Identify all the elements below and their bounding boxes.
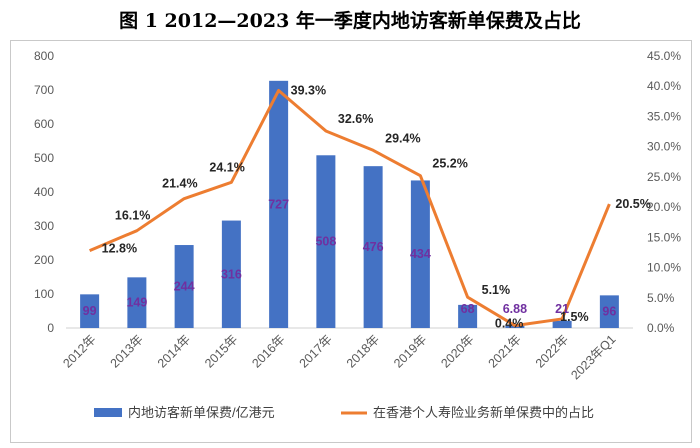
y-left-tick-label: 600 [34,117,54,131]
bar [316,155,336,328]
y-right-tick-label: 5.0% [647,291,675,305]
bar-value-label: 508 [315,235,336,249]
x-tick-label: 2021年 [486,332,524,370]
bar-value-label: 434 [410,247,431,261]
bar [552,320,572,328]
x-tick-label: 2022年 [533,332,571,370]
x-tick-label: 2016年 [249,332,287,370]
x-tick-label: 2017年 [297,332,335,370]
bar-value-label: 21 [555,302,569,316]
legend-label-line: 在香港个人寿险业务新单保费中的占比 [373,405,594,420]
line-value-label: 39.3% [291,83,326,97]
bar-value-label: 316 [221,267,242,281]
line-value-label: 12.8% [102,242,137,256]
chart-title: 图 1 2012—2023 年一季度内地访客新单保费及占比 [119,10,581,32]
y-right-tick-label: 40.0% [647,79,681,93]
bar [174,245,194,328]
bar [458,304,478,328]
y-left-tick-label: 700 [34,83,54,97]
line-value-label: 32.6% [338,112,373,126]
line-value-label: 16.1% [115,209,150,223]
y-left-tick-label: 800 [34,49,54,63]
y-right-tick-label: 0.0% [647,321,675,335]
line-value-label: 21.4% [162,177,197,191]
bar-value-label: 727 [268,197,289,211]
bar [80,294,100,328]
bar [410,180,430,328]
bar-value-label: 68 [461,302,475,316]
bar-value-label: 96 [602,305,616,319]
y-right-tick-label: 35.0% [647,109,681,123]
bar-value-label: 149 [126,296,147,310]
x-tick-label: 2023年Q1 [568,332,618,382]
y-right-tick-label: 45.0% [647,49,681,63]
bar-value-label: 6.88 [503,302,527,316]
y-right-tick-label: 20.0% [647,200,681,214]
bar [599,295,619,328]
line-value-label: 25.2% [432,157,467,171]
line-value-label: 1.5% [560,310,589,324]
legend-label-bar: 内地访客新单保费/亿港元 [128,405,275,420]
bar [363,166,383,328]
y-left-tick-label: 400 [34,185,54,199]
x-tick-label: 2018年 [344,332,382,370]
x-tick-label: 2020年 [438,332,476,370]
line-series [89,88,611,328]
y-left-tick-label: 300 [34,219,54,233]
chart-area: 0 100 200 300 400 500 600 700 800 0.0% 5.0% 10.0% 15… [10,40,692,443]
bar-value-label: 476 [363,240,384,254]
y-right-tick-label: 30.0% [647,140,681,154]
x-tick-label: 2019年 [391,332,429,370]
line-value-label: 24.1% [209,160,244,174]
line-value-label: 29.4% [385,131,420,145]
bar-value-label: 99 [83,304,97,318]
y-right-tick-label: 25.0% [647,170,681,184]
bar-value-label: 244 [174,280,195,294]
x-tick-label: 2013年 [108,332,146,370]
y-left-tick-label: 200 [34,253,54,267]
y-left-tick-label: 500 [34,151,54,165]
x-tick-label: 2015年 [202,332,240,370]
legend-swatch-bar [94,408,122,417]
y-right-tick-label: 15.0% [647,230,681,244]
bar [127,277,147,328]
y-right-tick-label: 10.0% [647,261,681,275]
line-value-label: 20.5% [615,197,650,211]
combo-chart: 0 100 200 300 400 500 600 700 800 0.0% 5.0% 10.0% 15… [34,49,681,420]
y-left-tick-label: 100 [34,287,54,301]
line-value-label: 5.1% [482,283,511,297]
line-value-label: 0.4% [495,317,524,331]
x-tick-label: 2012年 [60,332,98,370]
bar [269,80,289,328]
bar [221,220,241,328]
x-tick-label: 2014年 [155,332,193,370]
y-left-tick-label: 0 [47,321,54,335]
